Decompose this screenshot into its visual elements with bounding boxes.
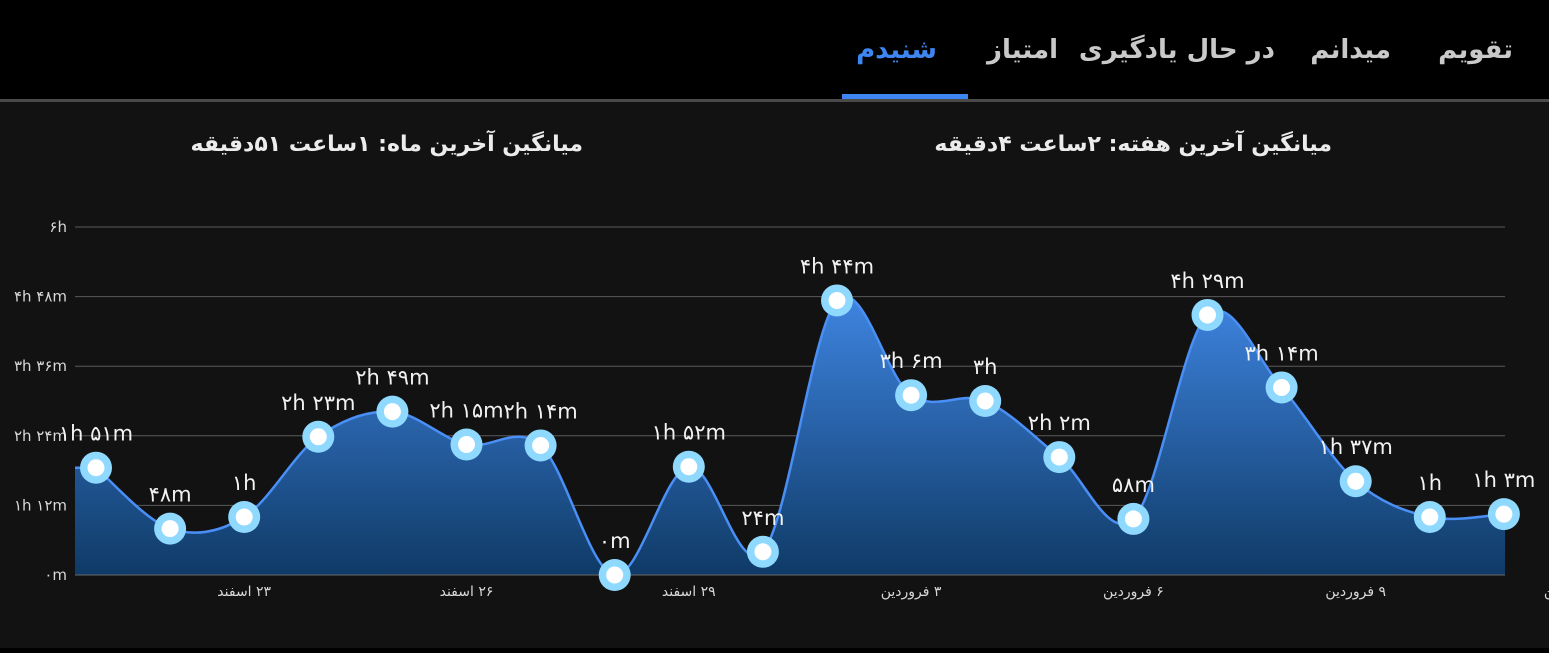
data-label: ۴۸m bbox=[149, 483, 192, 507]
data-label: ۲h ۱۵m bbox=[429, 399, 503, 423]
data-point bbox=[161, 520, 179, 538]
data-point bbox=[87, 459, 105, 477]
x-tick-label: ۲۳ اسفند bbox=[217, 584, 271, 600]
x-tick-label: ۶ فروردین bbox=[1103, 584, 1164, 600]
data-label: ۱h ۳m bbox=[1472, 468, 1535, 492]
y-tick-label: ۱h ۱۲m bbox=[14, 496, 67, 514]
data-point bbox=[1495, 505, 1513, 523]
data-point bbox=[606, 566, 624, 584]
data-point bbox=[902, 386, 920, 404]
y-tick-label: ۳h ۳۶m bbox=[14, 357, 67, 375]
active-tab-indicator bbox=[842, 94, 968, 99]
y-tick-label: ۴h ۴۸m bbox=[14, 288, 67, 306]
data-point bbox=[754, 543, 772, 561]
tab-learning[interactable]: در حال یادگیری bbox=[1078, 35, 1275, 65]
x-axis: ۲۳ اسفند ۲۶ اسفند ۲۹ اسفند ۳ فروردین ۶ فرورد… bbox=[217, 584, 1549, 600]
data-point bbox=[383, 403, 401, 421]
data-point bbox=[458, 436, 475, 453]
x-tick-label: ۳ فروردین bbox=[881, 584, 942, 600]
chart-line bbox=[75, 295, 1505, 577]
data-label: ۱h bbox=[1418, 471, 1443, 495]
chart-area-layer bbox=[75, 295, 1505, 577]
data-label: ۲۴m bbox=[741, 506, 784, 530]
data-label: ۴h ۴۴m bbox=[800, 254, 874, 278]
y-tick-label: ۰m bbox=[44, 566, 67, 584]
data-label: ۴h ۲۹m bbox=[1170, 269, 1244, 293]
data-point bbox=[235, 508, 253, 526]
data-label: ۱h ۵۱m bbox=[59, 422, 133, 446]
data-label: ۲h ۲m bbox=[1028, 411, 1091, 435]
data-label: ۲h ۴۹m bbox=[355, 366, 429, 390]
data-label: ۳h ۱۴m bbox=[1244, 341, 1318, 365]
data-point bbox=[828, 291, 846, 309]
data-point bbox=[1347, 472, 1365, 490]
data-label: ۳h bbox=[973, 355, 998, 379]
data-label: ۲h ۲۳m bbox=[281, 391, 355, 415]
x-tick-label: ۲۹ اسفند bbox=[662, 584, 716, 600]
chart-area bbox=[75, 296, 1505, 576]
data-point bbox=[532, 436, 550, 454]
data-label: ۱h bbox=[232, 471, 257, 495]
data-label: ۳h ۶m bbox=[880, 349, 943, 373]
y-tick-label: ۶h bbox=[49, 218, 67, 236]
data-point bbox=[1124, 510, 1142, 528]
data-label: ۱h ۳۷m bbox=[1319, 435, 1393, 459]
y-tick-label: ۲h ۲۴m bbox=[14, 427, 67, 445]
x-tick-label: ۹ فروردین bbox=[1325, 584, 1386, 600]
data-point bbox=[680, 458, 698, 476]
data-points bbox=[80, 284, 1520, 591]
data-label: ۱h ۵۲m bbox=[652, 421, 726, 445]
y-axis: ۰m ۱h ۱۲m ۲h ۲۴m ۳h ۳۶m ۴h ۴۸m ۶h bbox=[14, 218, 67, 584]
week-average-label: میانگین آخرین هفته: ۲ساعت ۴دقیقه bbox=[934, 132, 1332, 157]
data-point bbox=[1421, 508, 1439, 526]
x-tick-label: ۲۶ اسفند bbox=[440, 584, 494, 600]
data-label: ۵۸m bbox=[1112, 473, 1155, 497]
tab-heard[interactable]: شنیدم bbox=[856, 35, 937, 65]
month-average-label: میانگین آخرین ماه: ۱ساعت ۵۱دقیقه bbox=[190, 132, 583, 157]
data-point bbox=[976, 392, 994, 410]
data-label: ۲h ۱۴m bbox=[503, 399, 577, 423]
data-point bbox=[309, 428, 327, 446]
tab-score[interactable]: امتیاز bbox=[987, 35, 1058, 65]
tab-know[interactable]: میدانم bbox=[1310, 35, 1391, 65]
data-point bbox=[1050, 448, 1068, 466]
x-tick-label: ۱۲ فروردین bbox=[1544, 584, 1549, 600]
data-point bbox=[1199, 306, 1216, 324]
tab-bar: تقویم میدانم در حال یادگیری امتیاز شنیدم bbox=[0, 0, 1549, 100]
data-label: ۰m bbox=[599, 529, 631, 553]
tab-calendar[interactable]: تقویم bbox=[1438, 35, 1513, 65]
tab-divider bbox=[0, 99, 1549, 102]
data-point bbox=[1273, 378, 1291, 396]
